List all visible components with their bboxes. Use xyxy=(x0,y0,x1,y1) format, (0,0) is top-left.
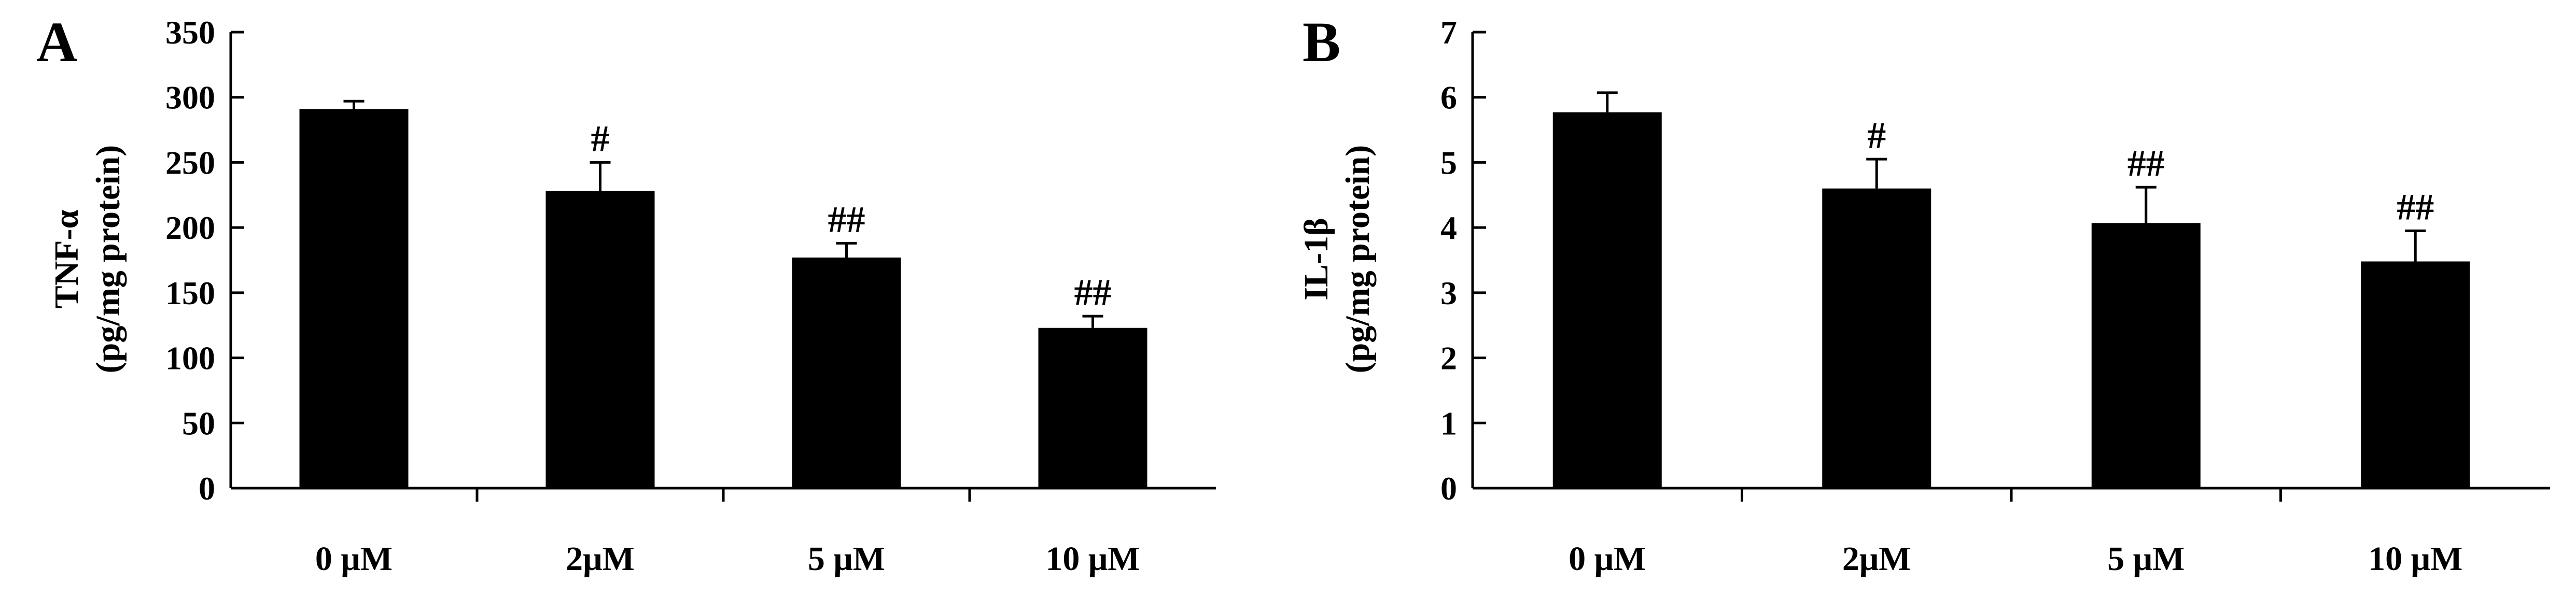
panel-a: A TNF-α (pg/mg protein) 0 50 100 150 200 250 300 3… xyxy=(36,10,1216,578)
x-category-label: 5 μM xyxy=(2107,540,2185,578)
x-category-label: 2μM xyxy=(566,540,635,578)
y-tick-label: 0 xyxy=(199,470,215,507)
y-tick-label: 1 xyxy=(1440,405,1457,442)
bar-1 xyxy=(1552,112,1662,489)
x-category-label: 0 μM xyxy=(315,540,393,578)
y-tick-label: 5 xyxy=(1440,144,1457,181)
significance-mark: ## xyxy=(2127,143,2165,184)
y-tick-label: 7 xyxy=(1440,14,1457,51)
y-tick-label: 6 xyxy=(1440,79,1457,116)
y-tick-label: 200 xyxy=(165,209,215,246)
y-axis-title-line-1: TNF-α xyxy=(48,209,86,308)
x-category-label: 10 μM xyxy=(2368,540,2462,578)
bar-4 xyxy=(2361,261,2470,488)
y-tick-label: 3 xyxy=(1440,275,1457,311)
bar-2 xyxy=(545,191,655,488)
y-tick-label: 150 xyxy=(165,275,215,311)
x-category-label: 10 μM xyxy=(1045,540,1140,578)
significance-mark: ## xyxy=(828,198,865,240)
y-axis-title-line-1: IL-1β xyxy=(1297,218,1335,300)
y-tick-label: 250 xyxy=(165,144,215,181)
significance-mark: ## xyxy=(1074,272,1112,313)
significance-mark: # xyxy=(591,118,610,159)
y-axis-title-line-2: (pg/mg protein) xyxy=(89,145,127,374)
bar-2 xyxy=(1822,188,1931,488)
y-tick-label: 300 xyxy=(165,79,215,116)
y-tick-label: 100 xyxy=(165,340,215,377)
significance-mark: ## xyxy=(2397,186,2434,227)
y-tick-label: 4 xyxy=(1440,209,1457,246)
bar-4 xyxy=(1038,328,1147,488)
bar-3 xyxy=(2091,223,2201,488)
x-category-label: 0 μM xyxy=(1569,540,1646,578)
x-category-label: 2μM xyxy=(1842,540,1911,578)
y-tick-label: 2 xyxy=(1440,340,1457,377)
significance-mark: # xyxy=(1867,115,1886,156)
y-tick-label: 0 xyxy=(1440,470,1457,507)
bar-1 xyxy=(299,109,409,489)
bar-3 xyxy=(792,257,901,488)
panel-label: B xyxy=(1303,10,1340,74)
y-axis-title-line-2: (pg/mg protein) xyxy=(1339,145,1377,374)
x-category-label: 5 μM xyxy=(808,540,885,578)
y-tick-label: 350 xyxy=(165,14,215,51)
panel-b: B IL-1β (pg/mg protein) 0 1 2 3 4 5 6 7 0 μM #2μM ## 5… xyxy=(1297,10,2550,578)
panel-label: A xyxy=(36,10,77,74)
y-tick-label: 50 xyxy=(182,405,215,442)
